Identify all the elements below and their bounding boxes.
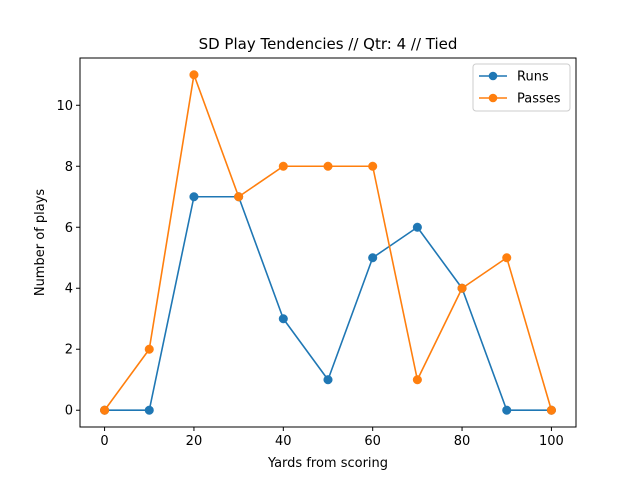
y-tick-label: 6 bbox=[65, 221, 73, 236]
data-point-passes bbox=[546, 405, 556, 415]
legend-label-runs: Runs bbox=[517, 70, 549, 85]
legend: Runs Passes bbox=[472, 63, 571, 112]
y-axis-label: Number of plays bbox=[33, 189, 48, 297]
plot-frame bbox=[79, 57, 577, 428]
x-tick-label: 100 bbox=[539, 434, 564, 449]
y-tick-label: 8 bbox=[65, 160, 73, 175]
data-point-runs bbox=[278, 314, 288, 324]
data-point-runs bbox=[144, 405, 154, 415]
data-point-passes bbox=[323, 161, 333, 171]
x-tick-label: 40 bbox=[275, 434, 292, 449]
chart-title: SD Play Tendencies // Qtr: 4 // Tied bbox=[199, 35, 458, 53]
legend-marker-passes bbox=[488, 93, 498, 103]
legend-label-passes: Passes bbox=[517, 92, 561, 107]
x-tick-label: 20 bbox=[186, 434, 203, 449]
y-tick-label: 0 bbox=[65, 404, 73, 419]
data-point-passes bbox=[412, 375, 422, 385]
data-point-passes bbox=[144, 344, 154, 354]
y-tick-label: 4 bbox=[65, 282, 73, 297]
y-axis: 0 2 4 6 8 10 bbox=[56, 99, 80, 419]
data-point-passes bbox=[278, 161, 288, 171]
data-point-passes bbox=[368, 161, 378, 171]
data-point-passes bbox=[189, 70, 199, 80]
series-layer bbox=[100, 70, 556, 415]
data-point-passes bbox=[234, 192, 244, 202]
x-tick-label: 0 bbox=[100, 434, 108, 449]
legend-marker-runs bbox=[488, 71, 498, 81]
x-axis-label: Yards from scoring bbox=[267, 456, 388, 471]
data-point-passes bbox=[457, 283, 467, 293]
data-point-passes bbox=[502, 253, 512, 263]
data-point-passes bbox=[100, 405, 110, 415]
data-point-runs bbox=[323, 375, 333, 385]
y-tick-label: 2 bbox=[65, 343, 73, 358]
y-tick-label: 10 bbox=[56, 99, 73, 114]
data-point-runs bbox=[189, 192, 199, 202]
x-tick-label: 80 bbox=[454, 434, 471, 449]
data-point-runs bbox=[412, 222, 422, 232]
x-tick-label: 60 bbox=[364, 434, 381, 449]
data-point-runs bbox=[502, 405, 512, 415]
data-point-runs bbox=[368, 253, 378, 263]
x-axis: 0 20 40 60 80 100 bbox=[100, 427, 564, 449]
